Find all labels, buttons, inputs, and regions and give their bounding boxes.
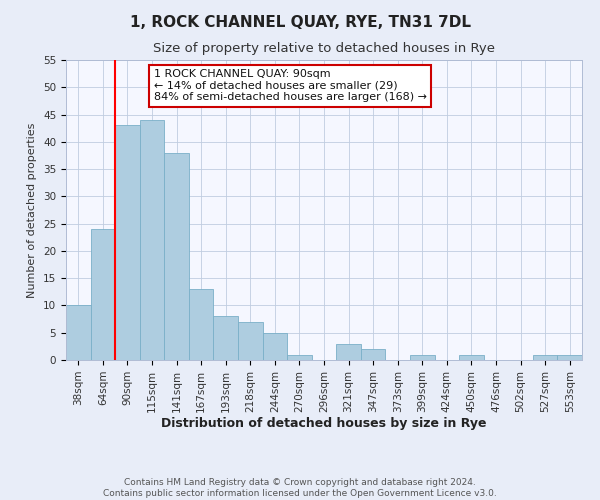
- Bar: [410, 354, 434, 360]
- Y-axis label: Number of detached properties: Number of detached properties: [28, 122, 37, 298]
- Text: 1, ROCK CHANNEL QUAY, RYE, TN31 7DL: 1, ROCK CHANNEL QUAY, RYE, TN31 7DL: [130, 15, 470, 30]
- Bar: [140, 120, 164, 360]
- Text: 1 ROCK CHANNEL QUAY: 90sqm
← 14% of detached houses are smaller (29)
84% of semi: 1 ROCK CHANNEL QUAY: 90sqm ← 14% of deta…: [154, 69, 427, 102]
- Bar: [287, 354, 312, 360]
- Bar: [189, 289, 214, 360]
- Bar: [459, 354, 484, 360]
- X-axis label: Distribution of detached houses by size in Rye: Distribution of detached houses by size …: [161, 418, 487, 430]
- Bar: [214, 316, 238, 360]
- Bar: [115, 126, 140, 360]
- Bar: [533, 354, 557, 360]
- Bar: [263, 332, 287, 360]
- Bar: [91, 229, 115, 360]
- Text: Contains HM Land Registry data © Crown copyright and database right 2024.
Contai: Contains HM Land Registry data © Crown c…: [103, 478, 497, 498]
- Bar: [164, 152, 189, 360]
- Title: Size of property relative to detached houses in Rye: Size of property relative to detached ho…: [153, 42, 495, 54]
- Bar: [238, 322, 263, 360]
- Bar: [66, 306, 91, 360]
- Bar: [336, 344, 361, 360]
- Bar: [557, 354, 582, 360]
- Bar: [361, 349, 385, 360]
